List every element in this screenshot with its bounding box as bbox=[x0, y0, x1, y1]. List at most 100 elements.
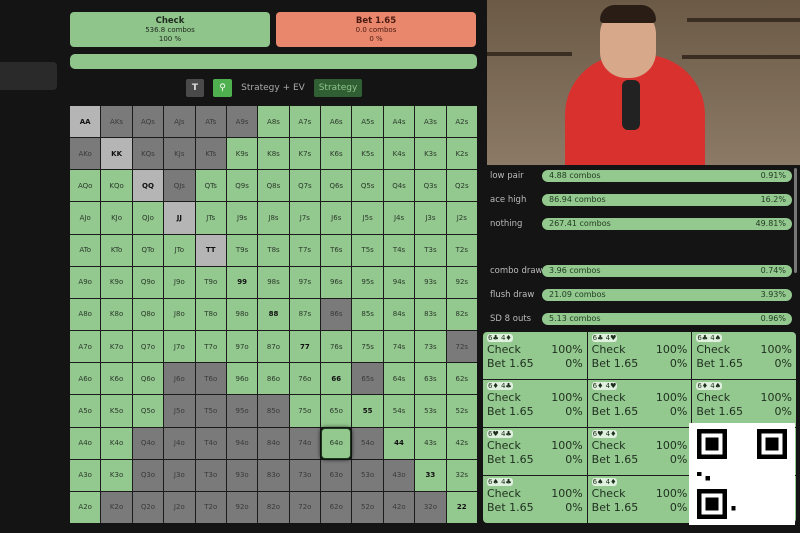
hand-cell[interactable]: 74o bbox=[289, 427, 321, 459]
hand-cell[interactable]: AKo bbox=[70, 138, 101, 170]
scrollbar[interactable] bbox=[794, 168, 797, 273]
hand-cell[interactable]: QTo bbox=[132, 234, 164, 266]
hand-cell[interactable]: 72s bbox=[446, 331, 477, 363]
hand-cell[interactable]: 93o bbox=[226, 459, 258, 491]
hand-cell[interactable]: 94s bbox=[383, 266, 415, 298]
hand-cell[interactable]: T5s bbox=[352, 234, 383, 266]
hand-cell[interactable]: 92o bbox=[226, 491, 258, 523]
hand-cell[interactable]: K9o bbox=[101, 266, 132, 298]
hand-cell[interactable]: QQ bbox=[132, 170, 164, 202]
hand-cell[interactable]: A9o bbox=[70, 266, 101, 298]
hand-cell[interactable]: J5s bbox=[352, 202, 383, 234]
hand-cell[interactable]: K9s bbox=[226, 138, 258, 170]
hand-cell[interactable]: A8s bbox=[258, 106, 289, 138]
hand-cell[interactable]: 42o bbox=[383, 491, 415, 523]
combo-card[interactable]: 6♣ 4♥ Check 100% Bet 1.65 0% bbox=[587, 332, 692, 379]
hand-cell[interactable]: KTo bbox=[101, 234, 132, 266]
hand-cell[interactable]: A2s bbox=[446, 106, 477, 138]
hand-cell[interactable]: 82o bbox=[258, 491, 289, 523]
hand-cell[interactable]: KQo bbox=[101, 170, 132, 202]
hand-cell[interactable]: Q5o bbox=[132, 395, 164, 427]
hand-cell[interactable]: Q3s bbox=[415, 170, 446, 202]
combo-card[interactable]: 6♠ 4♣ Check 100% Bet 1.65 0% bbox=[483, 476, 587, 523]
hand-cell[interactable]: Q9s bbox=[226, 170, 258, 202]
hand-cell[interactable]: K8s bbox=[258, 138, 289, 170]
hand-cell[interactable]: 75s bbox=[352, 331, 383, 363]
hand-cell[interactable]: 54s bbox=[383, 395, 415, 427]
hand-cell[interactable]: 99 bbox=[226, 266, 258, 298]
hand-cell[interactable]: A4o bbox=[70, 427, 101, 459]
hand-cell[interactable]: QJs bbox=[164, 170, 195, 202]
strategy-ev-tab[interactable]: Strategy + EV bbox=[241, 83, 305, 93]
hand-cell[interactable]: 72o bbox=[289, 491, 321, 523]
hand-cell[interactable]: J2s bbox=[446, 202, 477, 234]
hand-cell[interactable]: 62o bbox=[321, 491, 352, 523]
hand-cell[interactable]: A3o bbox=[70, 459, 101, 491]
hand-cell[interactable]: T3s bbox=[415, 234, 446, 266]
hand-cell[interactable]: 87o bbox=[258, 331, 289, 363]
hand-cell[interactable]: J8o bbox=[164, 298, 195, 331]
stat-row[interactable]: nothing 267.41 combos 49.81% bbox=[490, 218, 795, 230]
hand-cell[interactable]: QTs bbox=[195, 170, 226, 202]
hand-cell[interactable]: JTs bbox=[195, 202, 226, 234]
hand-cell[interactable]: A2o bbox=[70, 491, 101, 523]
check-action-summary[interactable]: Check 536.8 combos 100 % bbox=[70, 12, 270, 47]
stat-row[interactable]: flush draw 21.09 combos 3.93% bbox=[490, 289, 795, 301]
hand-cell[interactable]: Q3o bbox=[132, 459, 164, 491]
hand-cell[interactable]: 86s bbox=[321, 298, 352, 331]
hand-cell[interactable]: AJs bbox=[164, 106, 195, 138]
hand-cell[interactable]: J9o bbox=[164, 266, 195, 298]
hand-cell[interactable]: KQs bbox=[132, 138, 164, 170]
hand-cell[interactable]: 63s bbox=[415, 363, 446, 395]
hand-cell[interactable]: 85s bbox=[352, 298, 383, 331]
hand-cell[interactable]: A5s bbox=[352, 106, 383, 138]
hand-cell[interactable]: KTs bbox=[195, 138, 226, 170]
hand-cell[interactable]: K5o bbox=[101, 395, 132, 427]
hand-cell[interactable]: T6s bbox=[321, 234, 352, 266]
hand-cell[interactable]: J4s bbox=[383, 202, 415, 234]
hand-cell[interactable]: 22 bbox=[446, 491, 477, 523]
combo-card[interactable]: 6♣ 4♦ Check 100% Bet 1.65 0% bbox=[483, 332, 587, 379]
hand-cell[interactable]: 54o bbox=[352, 427, 383, 459]
hand-cell[interactable]: T9o bbox=[195, 266, 226, 298]
hand-cell[interactable]: T4o bbox=[195, 427, 226, 459]
hand-cell[interactable]: 64o bbox=[321, 427, 352, 459]
hand-cell[interactable]: T7s bbox=[289, 234, 321, 266]
hand-cell[interactable]: 92s bbox=[446, 266, 477, 298]
hand-cell[interactable]: K6o bbox=[101, 363, 132, 395]
hand-cell[interactable]: A4s bbox=[383, 106, 415, 138]
bet-action-summary[interactable]: Bet 1.65 0.0 combos 0 % bbox=[276, 12, 476, 47]
hand-cell[interactable]: J7o bbox=[164, 331, 195, 363]
hand-cell[interactable]: Q9o bbox=[132, 266, 164, 298]
hand-cell[interactable]: 77 bbox=[289, 331, 321, 363]
combo-card[interactable]: 6♣ 4♠ Check 100% Bet 1.65 0% bbox=[692, 332, 796, 379]
hand-cell[interactable]: 87s bbox=[289, 298, 321, 331]
hand-cell[interactable]: 52o bbox=[352, 491, 383, 523]
hand-cell[interactable]: A9s bbox=[226, 106, 258, 138]
hand-cell[interactable]: 65o bbox=[321, 395, 352, 427]
hand-cell[interactable]: Q4o bbox=[132, 427, 164, 459]
hand-cell[interactable]: 65s bbox=[352, 363, 383, 395]
hand-cell[interactable]: A6s bbox=[321, 106, 352, 138]
hand-cell[interactable]: J8s bbox=[258, 202, 289, 234]
hand-cell[interactable]: K3s bbox=[415, 138, 446, 170]
hand-cell[interactable]: J6s bbox=[321, 202, 352, 234]
hand-cell[interactable]: 96o bbox=[226, 363, 258, 395]
hand-cell[interactable]: 75o bbox=[289, 395, 321, 427]
hand-cell[interactable]: T2o bbox=[195, 491, 226, 523]
hand-cell[interactable]: K4o bbox=[101, 427, 132, 459]
hand-cell[interactable]: 52s bbox=[446, 395, 477, 427]
hand-cell[interactable]: Q7o bbox=[132, 331, 164, 363]
stat-row[interactable]: ace high 86.94 combos 16.2% bbox=[490, 194, 795, 206]
hand-cell[interactable]: K2s bbox=[446, 138, 477, 170]
hand-cell[interactable]: Q5s bbox=[352, 170, 383, 202]
hand-cell[interactable]: 93s bbox=[415, 266, 446, 298]
hand-cell[interactable]: A7o bbox=[70, 331, 101, 363]
hand-cell[interactable]: 95o bbox=[226, 395, 258, 427]
hand-cell[interactable]: 43o bbox=[383, 459, 415, 491]
hand-cell[interactable]: 83s bbox=[415, 298, 446, 331]
hand-cell[interactable]: J3s bbox=[415, 202, 446, 234]
hand-cell[interactable]: J5o bbox=[164, 395, 195, 427]
hand-cell[interactable]: T8s bbox=[258, 234, 289, 266]
hand-cell[interactable]: QJo bbox=[132, 202, 164, 234]
